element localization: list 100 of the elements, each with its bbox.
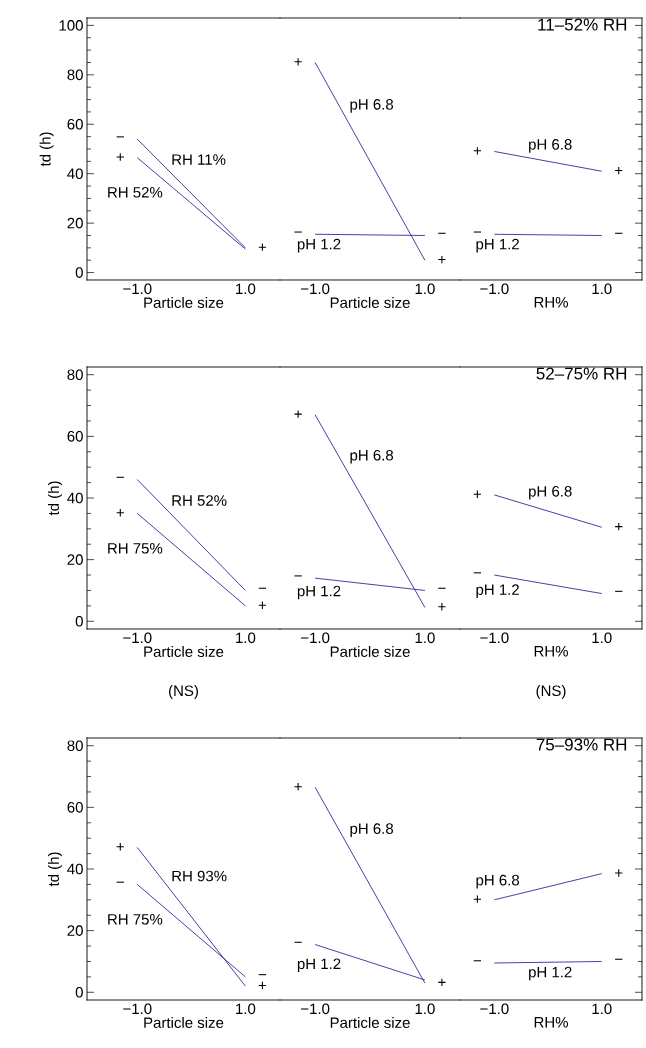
annotation: + [615, 869, 623, 877]
series-label: pH 1.2 [476, 238, 519, 253]
x-axis-title: Particle size [330, 296, 410, 308]
annotation: + [294, 782, 302, 791]
y-axis-title: td (h) [47, 481, 62, 516]
x-tick-label: 1.0 [415, 1003, 435, 1015]
series-label: pH 6.8 [529, 139, 572, 153]
annotation: + [438, 603, 446, 611]
annotation: − [116, 136, 124, 138]
y-axis-title: td (h) [39, 132, 54, 167]
annotation: + [294, 58, 302, 66]
series-label: pH 1.2 [529, 966, 572, 981]
annotation: − [438, 232, 446, 234]
annotation: − [294, 231, 302, 233]
x-axis-title: Particle size [330, 1016, 410, 1028]
y-tick-label: 80 [67, 369, 83, 381]
x-tick-label: −1.0 [301, 632, 330, 644]
series-label: pH 1.2 [297, 238, 341, 253]
series-label: RH 52% [108, 186, 163, 198]
annotation: + [473, 490, 481, 498]
annotation: − [294, 575, 302, 577]
x-tick-label: −1.0 [480, 632, 509, 644]
y-tick-label: 20 [67, 217, 83, 229]
annotation: − [615, 958, 623, 960]
series-label: pH 1.2 [476, 584, 519, 598]
series-label: pH 6.8 [350, 823, 394, 837]
annotation: + [116, 153, 124, 161]
x-tick-label: 1.0 [592, 632, 612, 644]
y-tick-label: 60 [67, 431, 83, 442]
x-axis-title: RH% [534, 1016, 568, 1028]
annotation: − [258, 974, 267, 976]
y-tick-label: 0 [75, 615, 83, 627]
y-tick-label: 40 [67, 863, 83, 875]
x-axis-title: RH% [534, 645, 568, 657]
series-label: RH 75% [108, 543, 163, 554]
annotation: + [615, 166, 623, 175]
annotation: − [294, 941, 302, 943]
series-label: pH 6.8 [350, 99, 394, 113]
annotation: + [473, 895, 481, 903]
chart-title: 52–75% RH [536, 367, 627, 380]
annotation: − [473, 231, 482, 233]
series-label: pH 1.2 [297, 958, 341, 973]
series-label: pH 6.8 [350, 449, 394, 464]
x-tick-label: 1.0 [236, 283, 256, 295]
x-tick-label: 1.0 [415, 283, 435, 295]
annotation: + [615, 522, 623, 531]
series-label: RH 52% [172, 495, 227, 506]
y-tick-label: 100 [59, 20, 83, 31]
annotation: − [615, 590, 623, 592]
y-tick-label: 20 [67, 554, 83, 565]
series-label: pH 6.8 [529, 486, 572, 500]
annotation: − [258, 587, 267, 589]
annotation: − [473, 960, 482, 962]
annotation: + [258, 601, 267, 609]
y-tick-label: 60 [67, 802, 83, 813]
annotation: + [473, 147, 481, 155]
x-tick-label: −1.0 [123, 1003, 152, 1015]
x-axis-title: Particle size [144, 1016, 224, 1028]
chart-title: 75–93% RH [536, 738, 627, 751]
x-axis-title: Particle size [144, 645, 224, 657]
y-tick-label: 0 [75, 267, 83, 278]
x-tick-label: −1.0 [301, 1003, 330, 1015]
x-tick-label: 1.0 [236, 632, 256, 644]
x-tick-label: 1.0 [592, 283, 612, 295]
annotation: − [116, 476, 124, 478]
annotation: − [473, 572, 482, 574]
x-tick-label: 1.0 [236, 1003, 256, 1015]
y-tick-label: 80 [67, 69, 83, 81]
series-label: RH 75% [108, 914, 163, 925]
annotation: + [258, 981, 267, 990]
y-axis-title: td (h) [47, 852, 62, 887]
x-axis-title: RH% [534, 296, 568, 308]
x-tick-label: −1.0 [301, 283, 330, 295]
y-tick-label: 0 [75, 986, 83, 998]
x-tick-label: −1.0 [480, 283, 509, 295]
annotation: + [438, 255, 446, 264]
y-tick-label: 40 [67, 168, 83, 180]
series-label: pH 1.2 [297, 585, 341, 600]
annotation: + [438, 978, 446, 987]
series-label: RH 11% [172, 154, 226, 165]
chart-title: 11–52% RH [538, 18, 627, 31]
x-axis-title: Particle size [144, 296, 224, 308]
annotation: − [615, 232, 623, 234]
annotation: + [116, 843, 124, 851]
x-tick-label: 1.0 [415, 632, 435, 644]
x-tick-label: −1.0 [480, 1003, 509, 1015]
series-label: pH 6.8 [476, 874, 520, 889]
y-tick-label: 40 [67, 492, 83, 504]
annotation: + [258, 243, 267, 251]
y-tick-label: 80 [67, 740, 83, 752]
x-tick-label: −1.0 [123, 632, 152, 644]
x-axis-title: Particle size [330, 645, 410, 657]
text: (NS) [536, 685, 566, 699]
annotation: + [116, 509, 124, 517]
annotation: − [438, 587, 446, 589]
x-tick-label: −1.0 [123, 283, 152, 295]
y-tick-label: 60 [67, 118, 83, 130]
y-tick-label: 20 [67, 925, 83, 936]
text: (NS) [169, 685, 198, 699]
annotation: − [116, 881, 124, 883]
